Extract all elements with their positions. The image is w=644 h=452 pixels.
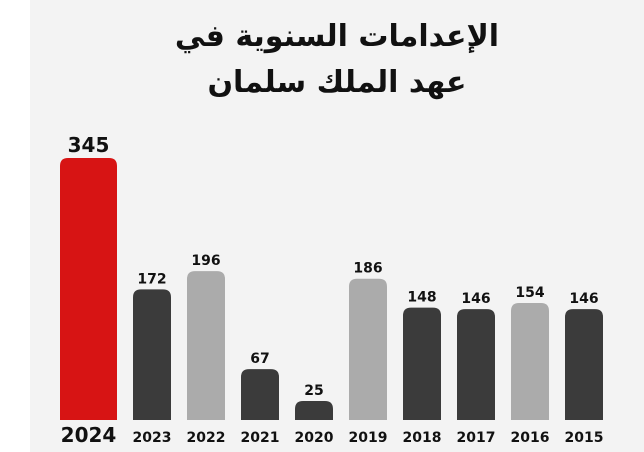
bar-2015	[565, 309, 603, 420]
bar-2021	[241, 369, 279, 420]
category-label-2023: 2023	[133, 430, 172, 446]
bar-2022	[187, 271, 225, 420]
title-line-2: عهد الملك سلمان	[207, 65, 467, 100]
bar-2020	[295, 401, 333, 420]
bar-2019	[349, 278, 387, 420]
value-label-2023: 172	[137, 271, 166, 287]
category-label-2018: 2018	[403, 430, 442, 446]
bar-2016	[511, 303, 549, 420]
value-label-2020: 25	[304, 383, 323, 399]
category-label-2019: 2019	[349, 430, 388, 446]
category-label-2022: 2022	[187, 430, 226, 446]
value-label-2022: 196	[191, 253, 220, 269]
category-label-2017: 2017	[457, 430, 496, 446]
category-label-2020: 2020	[295, 430, 334, 446]
value-label-2017: 146	[461, 291, 490, 307]
value-label-2018: 148	[407, 290, 436, 306]
value-label-2021: 67	[250, 351, 269, 367]
category-label-2016: 2016	[511, 430, 550, 446]
bar-2023	[133, 289, 171, 420]
chart-title: الإعدامات السنوية في عهد الملك سلمان	[30, 14, 644, 106]
value-label-2019: 186	[353, 261, 382, 277]
bar-2024	[60, 158, 117, 420]
value-label-2024: 345	[68, 133, 110, 157]
category-label-2015: 2015	[565, 430, 604, 446]
category-label-2021: 2021	[241, 430, 280, 446]
value-label-2015: 146	[569, 291, 598, 307]
title-line-1: الإعدامات السنوية في	[174, 19, 500, 54]
category-label-2024: 2024	[61, 423, 117, 447]
value-label-2016: 154	[515, 285, 544, 301]
bar-2018	[403, 307, 441, 420]
bar-2017	[457, 309, 495, 420]
